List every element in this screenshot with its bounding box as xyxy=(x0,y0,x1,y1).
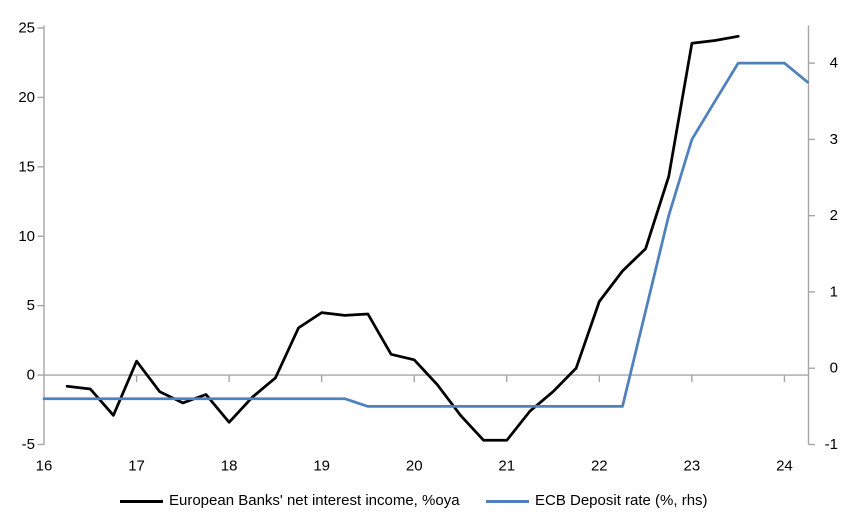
legend-item-net-interest-income: European Banks' net interest income, %oy… xyxy=(120,491,460,511)
x-axis-tick-label: 17 xyxy=(128,458,145,475)
y-left-tick-label: 0 xyxy=(27,367,35,384)
y-right-tick-label: 1 xyxy=(830,283,838,300)
y-right-tick-label: 0 xyxy=(830,360,838,377)
y-left-tick-label: 20 xyxy=(18,89,35,106)
y-left-tick-label: 15 xyxy=(18,158,35,175)
legend-label-net-interest-income: European Banks' net interest income, %oy… xyxy=(169,492,460,509)
legend-line-swatch-black xyxy=(120,499,163,503)
series-line-ecb-deposit-rate xyxy=(42,61,809,408)
x-axis-tick-label: 24 xyxy=(776,458,793,475)
x-axis-tick-label: 20 xyxy=(406,458,423,475)
series-line-net-interest-income xyxy=(65,34,740,442)
y-right-tick-label: -1 xyxy=(825,436,838,453)
legend-line-swatch-blue xyxy=(486,499,529,503)
x-axis-tick-label: 22 xyxy=(591,458,608,475)
x-axis-tick-label: 18 xyxy=(221,458,238,475)
y-left-tick-label: 5 xyxy=(27,297,35,314)
chart-legend: European Banks' net interest income, %oy… xyxy=(0,491,852,511)
x-axis-tick-label: 21 xyxy=(498,458,515,475)
y-right-tick-label: 3 xyxy=(830,131,838,148)
y-left-tick-label: 10 xyxy=(18,228,35,245)
legend-label-ecb-deposit-rate: ECB Deposit rate (%, rhs) xyxy=(535,492,708,509)
y-right-tick-label: 4 xyxy=(830,55,838,72)
y-right-tick-label: 2 xyxy=(830,207,838,224)
x-axis-tick-label: 23 xyxy=(684,458,701,475)
y-left-tick-label: -5 xyxy=(22,436,35,453)
x-axis-tick-label: 19 xyxy=(313,458,330,475)
y-left-tick-label: 25 xyxy=(18,20,35,37)
x-axis-tick-label: 16 xyxy=(36,458,53,475)
legend-item-ecb-deposit-rate: ECB Deposit rate (%, rhs) xyxy=(486,491,708,511)
